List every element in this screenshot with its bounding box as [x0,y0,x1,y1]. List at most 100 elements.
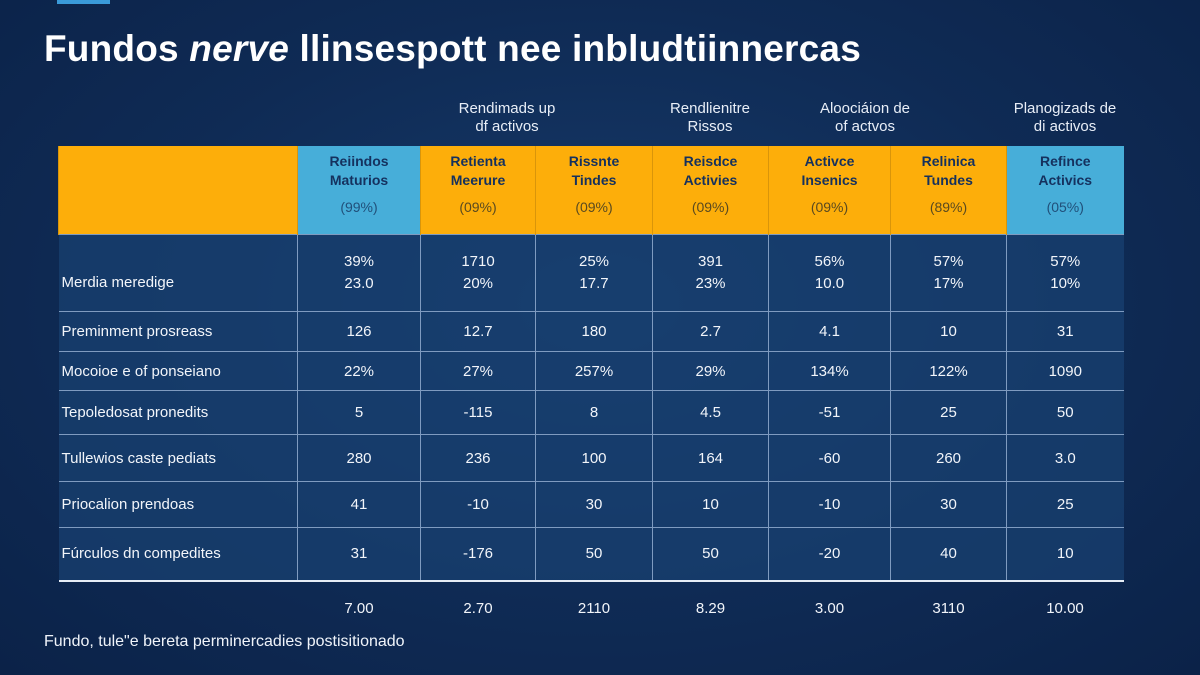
table-cell: 8 [535,390,653,435]
row-label: Merdia meredige [58,234,298,312]
row-label: Tepoledosat pronedits [58,390,298,435]
table-cell: 3.0 [1006,434,1124,482]
column-header: Activce Insenics (09%) [768,146,891,235]
header-label-cell [58,146,298,235]
table-cell: 40 [890,527,1007,582]
row-label: Fúrculos dn compedites [58,527,298,582]
column-pct: (99%) [340,199,378,215]
table-row: Fúrculos dn compedites 31 -176 50 50 -20 40 10 [58,527,1124,582]
total-cell: 2110 [577,600,611,617]
table-cell: -51 [768,390,891,435]
table-cell: 50 [1006,390,1124,435]
table-row: Mocoioe e of ponseiano 22% 27% 257% 29% 134% 1… [58,351,1124,391]
column-pct: (09%) [691,199,730,215]
table-cell: -10 [768,481,891,528]
row-label: Mocoioe e of ponseiano [58,351,298,391]
top-accent-bar [57,0,110,4]
table-cell: 236 [420,434,536,482]
total-cell: 8.29 [695,600,726,617]
column-pct: (89%) [929,199,968,215]
table-cell: 31 [297,527,421,582]
table-cell: 41 [297,481,421,528]
row-label: Preminment prosreass [58,311,298,352]
table-cell: 30 [535,481,653,528]
table-cell: -20 [768,527,891,582]
table-cell: 134% [768,351,891,391]
table-cell: 39% 23.0 [297,234,421,312]
table-cell: -176 [420,527,536,582]
table-cell: 1710 20% [420,234,536,312]
table-cell: -60 [768,434,891,482]
footer-note: Fundo, tule"e bereta perminercadies post… [44,633,405,650]
total-cell: 10.00 [1046,600,1084,617]
column-header: Relinica Tundes (89%) [890,146,1007,235]
table-cell: 25% 17.7 [535,234,653,312]
group-header-riesgos: Rendlienitre Rissos [669,100,751,135]
table-cell: 57% 10% [1006,234,1124,312]
table-cell: 10 [890,311,1007,352]
table-cell: 10 [1006,527,1124,582]
table-row: Merdia meredige 39% 23.0 1710 20% 25% 17.7 3… [58,234,1124,312]
column-header: Reiindos Maturios (99%) [297,146,421,235]
table-row: Preminment prosreass 126 12.7 180 2.7 4.1 10 31 [58,311,1124,352]
table-cell: 25 [1006,481,1124,528]
totals-row: 7.00 2.70 2110 8.29 3.00 3110 10.00 [59,581,1124,628]
column-pct: (05%) [1046,199,1084,215]
table-cell: 12.7 [420,311,536,352]
table-cell: 10 [652,481,769,528]
column-pct: (09%) [810,199,849,215]
table-cell: 22% [297,351,421,391]
column-header: Refince Activics (05%) [1006,146,1124,235]
table-cell: 27% [420,351,536,391]
table-cell: 25 [890,390,1007,435]
table-cell: 31 [1006,311,1124,352]
row-label: Priocalion prendoas [58,481,298,528]
table-row: Tullewios caste pediats 280 236 100 164 -60 26… [58,434,1124,482]
table-cell: 5 [297,390,421,435]
table-cell: 4.1 [768,311,891,352]
table-cell: 50 [652,527,769,582]
total-cell: 3.00 [814,600,845,617]
column-name: Reiindos Maturios [329,153,389,188]
table-cell: 50 [535,527,653,582]
table-cell: 2.7 [652,311,769,352]
column-header: Retienta Meerure (09%) [420,146,536,235]
table-cell: 391 23% [652,234,769,312]
table-cell: 164 [652,434,769,482]
table-cell: 30 [890,481,1007,528]
column-name: Activce Insenics [801,153,858,188]
column-pct: (09%) [459,199,497,215]
column-name: Retienta Meerure [450,153,506,188]
group-header-alocacion: Aloociáion de of actvos [819,100,911,135]
column-pct: (09%) [575,199,613,215]
row-label: Tullewios caste pediats [58,434,298,482]
page-title: Fundos nerve llinsespott nee inbludtiinn… [44,28,861,69]
table-cell: 260 [890,434,1007,482]
table-cell: -115 [420,390,536,435]
total-cell: 3110 [932,600,965,617]
table-cell: 56% 10.0 [768,234,891,312]
column-name: Reisdce Activies [683,153,738,188]
table-row: Tepoledosat pronedits 5 -115 8 4.5 -51 25 50 [58,390,1124,435]
table-cell: 280 [297,434,421,482]
column-name: Relinica Tundes [921,153,976,188]
total-cell: 7.00 [344,600,374,617]
table-cell: 4.5 [652,390,769,435]
table-cell: 180 [535,311,653,352]
table-cell: 122% [890,351,1007,391]
table-cell: 126 [297,311,421,352]
column-header: Reisdce Activies (09%) [652,146,769,235]
table-cell: 57% 17% [890,234,1007,312]
table-cell: -10 [420,481,536,528]
table-cell: 29% [652,351,769,391]
column-header: Rissnte Tindes (09%) [535,146,653,235]
table-cell: 1090 [1006,351,1124,391]
table-cell: 257% [535,351,653,391]
group-header-planificados: Planogizads de di activos [1013,100,1117,135]
fund-comparison-table: Reiindos Maturios (99%) Retienta Meerure (0… [58,146,1124,628]
total-cell: 2.70 [463,600,493,617]
table-row: Priocalion prendoas 41 -10 30 10 -10 30 25 [58,481,1124,528]
column-name: Refince Activics [1038,153,1093,188]
totals-label-empty [59,581,298,628]
column-name: Rissnte Tindes [568,153,620,188]
